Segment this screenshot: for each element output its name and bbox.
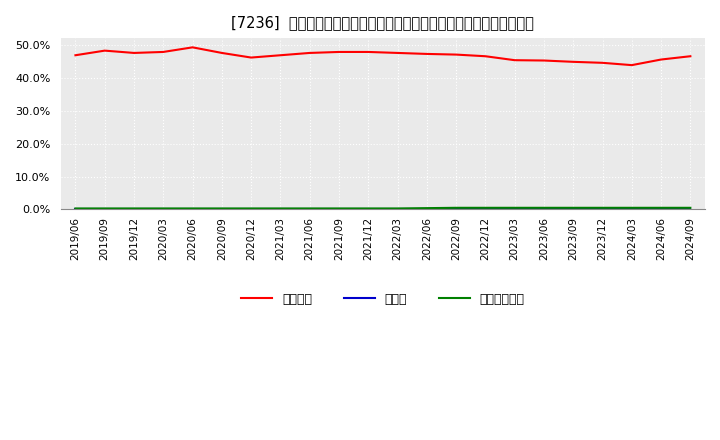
のれん <box>539 206 548 212</box>
繰延税金資産 <box>598 205 607 210</box>
自己資本 <box>481 54 490 59</box>
繰延税金資産 <box>539 205 548 210</box>
自己資本 <box>305 50 314 55</box>
自己資本 <box>364 49 372 55</box>
のれん <box>100 206 109 212</box>
自己資本 <box>130 50 138 55</box>
自己資本 <box>627 62 636 68</box>
のれん <box>657 206 665 212</box>
繰延税金資産 <box>217 206 226 211</box>
自己資本 <box>71 53 80 58</box>
Legend: 自己資本, のれん, 繰延税金資産: 自己資本, のれん, 繰延税金資産 <box>236 288 530 311</box>
自己資本 <box>569 59 577 65</box>
自己資本 <box>217 50 226 55</box>
自己資本 <box>510 58 519 63</box>
繰延税金資産 <box>188 206 197 211</box>
繰延税金資産 <box>335 206 343 211</box>
繰延税金資産 <box>159 206 168 211</box>
のれん <box>451 206 460 212</box>
自己資本 <box>159 49 168 55</box>
Title: [7236]  自己資本、のれん、繰延税金資産の総資産に対する比率の推移: [7236] 自己資本、のれん、繰延税金資産の総資産に対する比率の推移 <box>231 15 534 30</box>
繰延税金資産 <box>510 205 519 210</box>
のれん <box>569 206 577 212</box>
のれん <box>423 206 431 212</box>
のれん <box>71 206 80 212</box>
繰延税金資産 <box>393 206 402 211</box>
繰延税金資産 <box>481 205 490 210</box>
自己資本 <box>657 57 665 62</box>
自己資本 <box>393 50 402 55</box>
のれん <box>305 206 314 212</box>
自己資本 <box>686 54 695 59</box>
自己資本 <box>188 45 197 50</box>
繰延税金資産 <box>130 206 138 211</box>
のれん <box>159 206 168 212</box>
繰延税金資産 <box>364 206 372 211</box>
のれん <box>627 206 636 212</box>
のれん <box>393 206 402 212</box>
のれん <box>364 206 372 212</box>
繰延税金資産 <box>247 206 256 211</box>
繰延税金資産 <box>569 205 577 210</box>
自己資本 <box>100 48 109 53</box>
自己資本 <box>423 51 431 57</box>
自己資本 <box>335 49 343 55</box>
のれん <box>188 206 197 212</box>
のれん <box>247 206 256 212</box>
自己資本 <box>276 53 284 58</box>
のれん <box>510 206 519 212</box>
繰延税金資産 <box>71 206 80 211</box>
繰延税金資産 <box>276 206 284 211</box>
繰延税金資産 <box>657 205 665 210</box>
繰延税金資産 <box>451 205 460 210</box>
自己資本 <box>598 60 607 66</box>
自己資本 <box>451 52 460 57</box>
繰延税金資産 <box>627 205 636 210</box>
のれん <box>217 206 226 212</box>
繰延税金資産 <box>305 206 314 211</box>
Line: 繰延税金資産: 繰延税金資産 <box>76 208 690 209</box>
のれん <box>130 206 138 212</box>
繰延税金資産 <box>423 205 431 211</box>
繰延税金資産 <box>100 206 109 211</box>
のれん <box>481 206 490 212</box>
Line: 自己資本: 自己資本 <box>76 48 690 65</box>
のれん <box>276 206 284 212</box>
のれん <box>598 206 607 212</box>
自己資本 <box>247 55 256 60</box>
のれん <box>335 206 343 212</box>
のれん <box>686 206 695 212</box>
繰延税金資産 <box>686 205 695 210</box>
自己資本 <box>539 58 548 63</box>
